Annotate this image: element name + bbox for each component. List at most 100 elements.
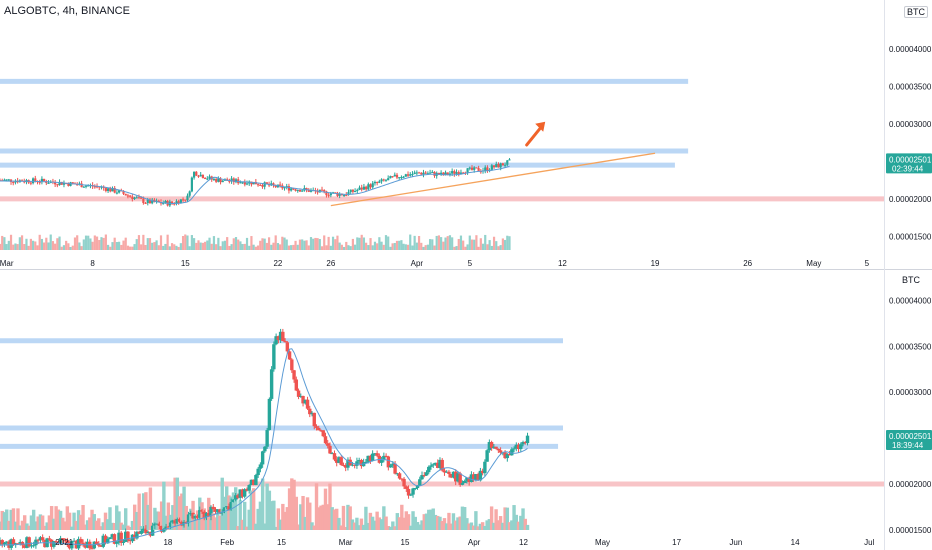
currency-badge-top[interactable]: BTC [904, 6, 928, 18]
volume-bar [440, 520, 444, 530]
volume-bar [88, 517, 92, 530]
volume-bar [151, 242, 154, 250]
candle-body [523, 441, 527, 444]
volume-bar [402, 243, 405, 250]
candle-body [448, 173, 452, 175]
volume-bar [18, 237, 21, 250]
volume-bar [323, 488, 328, 530]
candle-body [31, 545, 36, 547]
volume-bar [462, 240, 465, 250]
volume-bar [267, 490, 272, 530]
volume-bar [400, 504, 404, 530]
volume-bar [153, 242, 156, 250]
candle-body [146, 199, 149, 204]
volume-bar [508, 236, 511, 250]
volume-bar [20, 235, 24, 250]
x-tick-label: 12 [519, 538, 528, 547]
candle-body [23, 181, 26, 183]
volume-bar [388, 526, 393, 530]
volume-bar [308, 502, 312, 530]
volume-bar [218, 515, 222, 530]
volume-bar [65, 506, 70, 530]
price-tag-bg [886, 153, 932, 174]
candle-body [499, 163, 502, 168]
candle-body [179, 199, 182, 204]
volume-bar [479, 238, 482, 250]
volume-bar [157, 245, 160, 250]
trendline [330, 152, 656, 207]
volume-bar [226, 237, 229, 250]
volume-bar [251, 488, 256, 530]
volume-bar [89, 238, 92, 250]
volume-bar [499, 245, 502, 250]
candle-body [320, 189, 324, 191]
x-tick-label: 12 [558, 259, 567, 268]
volume-bar [54, 243, 57, 250]
candle-body [490, 165, 493, 170]
candle-body [409, 174, 412, 176]
candle-body [462, 172, 465, 174]
candle-body [353, 190, 357, 192]
volume-bar [283, 237, 286, 250]
volume-bar [146, 238, 149, 250]
volume-bar [22, 515, 27, 530]
candle-body [409, 494, 413, 496]
candle-body [104, 188, 107, 191]
volume-bar [420, 242, 423, 250]
candle-body [36, 539, 40, 541]
candle-body [451, 171, 454, 174]
volume-bar [320, 246, 324, 250]
volume-bar [164, 243, 167, 250]
candle-body [510, 449, 514, 456]
volume-bar [329, 245, 332, 250]
volume-bar [355, 517, 359, 530]
volume-bar [208, 237, 211, 250]
x-tick-label: Jul [864, 538, 874, 547]
volume-bar [314, 237, 317, 250]
candle-body [475, 167, 478, 169]
volume-bar [242, 501, 247, 530]
volume-bar [234, 237, 238, 250]
candle-body [40, 178, 44, 183]
y-tick-label: 0.00003500 [889, 83, 932, 92]
volume-bar [237, 239, 240, 250]
volume-bar [484, 234, 487, 250]
volume-bar [36, 516, 40, 530]
candle-body [192, 171, 196, 178]
volume-bar [92, 514, 96, 530]
candle-body [492, 446, 496, 448]
volume-bar [406, 244, 410, 250]
volume-bar [480, 522, 485, 530]
candle-body [498, 450, 503, 453]
x-tick-label: 15 [277, 538, 286, 547]
candle-body [301, 190, 304, 192]
candle-body [25, 537, 29, 548]
candle-body [186, 514, 191, 524]
volume-bar [238, 500, 242, 530]
volume-bar [234, 487, 238, 530]
volume-bar [368, 512, 373, 530]
candle-body [108, 537, 112, 539]
volume-bar [58, 510, 63, 530]
volume-bar [119, 522, 123, 530]
volume-bar [341, 505, 346, 530]
volume-bar [406, 514, 411, 530]
candle-body [148, 199, 152, 204]
volume-bar [113, 237, 116, 250]
candle-body [382, 179, 385, 181]
volume-bar [312, 525, 316, 530]
candle-body [382, 455, 386, 461]
volume-bar [61, 517, 65, 530]
volume-bar [397, 517, 402, 530]
y-tick-label: 0.00002000 [889, 195, 932, 204]
volume-bar [201, 242, 205, 250]
candle-body [129, 195, 132, 197]
candle-body [22, 545, 27, 548]
candle-body [495, 164, 498, 168]
candle-body [133, 197, 136, 199]
candle-body [391, 176, 394, 178]
volume-bar [166, 234, 169, 250]
candle-body [467, 477, 471, 482]
candle-body [245, 183, 249, 185]
